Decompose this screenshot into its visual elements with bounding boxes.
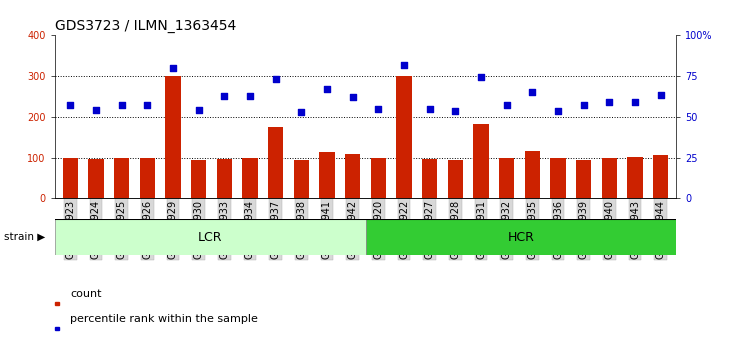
Point xyxy=(578,102,590,108)
Text: strain ▶: strain ▶ xyxy=(4,232,45,242)
Bar xyxy=(602,158,617,198)
Bar xyxy=(366,219,676,255)
Point xyxy=(373,106,385,112)
Point xyxy=(193,108,205,113)
Point xyxy=(655,92,667,98)
Point xyxy=(629,99,641,104)
Point xyxy=(501,102,512,108)
Point xyxy=(346,95,358,100)
Bar xyxy=(550,158,566,198)
Point xyxy=(424,106,436,112)
Bar xyxy=(525,152,540,198)
Point xyxy=(604,100,616,105)
Bar xyxy=(55,327,59,330)
Point xyxy=(141,103,153,108)
Bar xyxy=(294,160,309,198)
Bar xyxy=(55,302,59,305)
Point xyxy=(64,103,76,108)
Point xyxy=(526,89,538,95)
Text: HCR: HCR xyxy=(507,231,534,244)
Bar xyxy=(268,127,284,198)
Bar xyxy=(499,158,515,198)
Point xyxy=(398,62,410,68)
Bar xyxy=(447,160,463,198)
Point xyxy=(115,103,127,108)
Point xyxy=(295,109,307,115)
Bar xyxy=(88,159,104,198)
Bar xyxy=(63,158,78,198)
Point xyxy=(270,76,281,81)
Bar xyxy=(191,160,206,198)
Bar xyxy=(371,158,386,198)
Bar xyxy=(653,155,668,198)
Point xyxy=(475,74,487,80)
Bar xyxy=(396,76,412,198)
Text: GDS3723 / ILMN_1363454: GDS3723 / ILMN_1363454 xyxy=(55,19,236,33)
Point xyxy=(90,108,102,113)
Bar xyxy=(55,219,366,255)
Text: LCR: LCR xyxy=(198,231,222,244)
Text: percentile rank within the sample: percentile rank within the sample xyxy=(70,314,258,325)
Bar xyxy=(165,76,181,198)
Bar xyxy=(576,160,591,198)
Point xyxy=(244,93,256,99)
Point xyxy=(219,93,230,98)
Bar xyxy=(216,159,232,198)
Bar xyxy=(474,124,489,198)
Bar xyxy=(627,157,643,198)
Bar xyxy=(422,159,437,198)
Bar xyxy=(319,152,335,198)
Point xyxy=(321,86,333,92)
Bar xyxy=(114,158,129,198)
Point xyxy=(552,108,564,114)
Bar xyxy=(140,158,155,198)
Point xyxy=(450,108,461,114)
Point xyxy=(167,65,179,71)
Bar xyxy=(242,158,257,198)
Text: count: count xyxy=(70,289,102,299)
Bar xyxy=(345,154,360,198)
